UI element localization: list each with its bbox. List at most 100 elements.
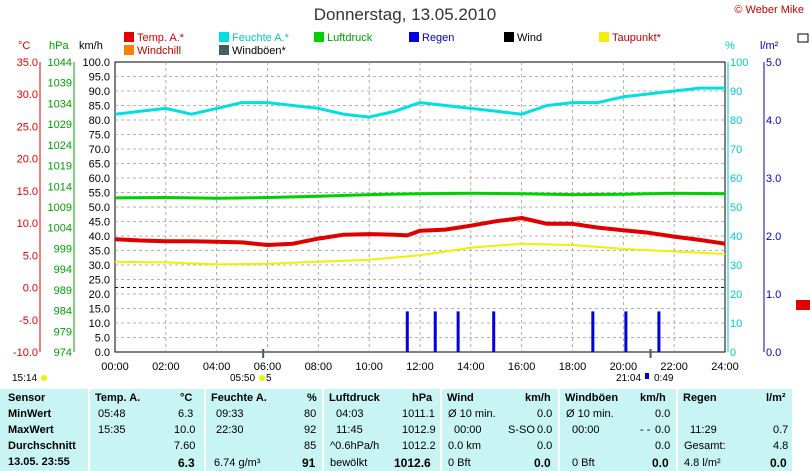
x-tick-label: 12:00 [406, 361, 434, 373]
gust-header: Windböen [565, 392, 619, 404]
rain-tick-label: 2.0 [766, 231, 781, 243]
temp-avg-value: 7.60 [174, 440, 196, 452]
rain-bar [405, 311, 409, 352]
wind-tick-label: 40.0 [89, 231, 110, 243]
temp-tick-label: 35.0 [17, 57, 38, 69]
hum-now-value: 91 [302, 456, 316, 470]
legend-swatch [314, 32, 324, 42]
temp-tick-label: 10.0 [17, 218, 38, 230]
pressure-tick-label: 974 [54, 347, 72, 359]
rain-header: Regen [683, 392, 717, 404]
legend-label: Temp. A.* [137, 32, 185, 44]
wind-now-value: 0.0 [534, 456, 551, 470]
wind-tick-label: 30.0 [89, 260, 110, 272]
legend-item: Luftdruck [314, 32, 372, 44]
moon-marker [645, 373, 649, 379]
rain-bar [624, 311, 628, 352]
wind-unit-label: km/h [79, 40, 103, 52]
temp-tick-label: 20.0 [17, 154, 38, 166]
wind-tick-label: 55.0 [89, 188, 110, 200]
rain-unit: l/m² [766, 392, 786, 404]
press-max-time: 11:45 [336, 424, 363, 436]
rain-max-time: 11:29 [690, 424, 717, 436]
wind-tick-label: 85.0 [89, 101, 110, 113]
hum-max-value: 92 [304, 424, 317, 436]
press-min-value: 1011.1 [402, 408, 435, 420]
wind-tick-label: 5.0 [95, 333, 110, 345]
x-tick-label: 06:00 [254, 361, 282, 373]
gust-unit: km/h [640, 392, 666, 404]
legend-swatch [219, 45, 229, 55]
rain-bar [456, 311, 460, 352]
author-credit[interactable]: © Weber Mike [734, 4, 804, 16]
gust-avg-value: 0.0 [655, 440, 671, 452]
x-tick-label: 16:00 [508, 361, 536, 373]
legend-label: Feuchte A.* [232, 32, 289, 44]
temp-max-value: 10.0 [174, 424, 196, 436]
temp-header: Temp. A. [95, 392, 141, 404]
sunrise-suffix: 5 [266, 373, 272, 384]
rain-unit-label: l/m² [760, 40, 779, 52]
gust-max-value: 0.0 [655, 424, 671, 436]
humidity-tick-label: 40 [730, 231, 742, 243]
press-min-time: 04:03 [336, 408, 364, 420]
wind-tick-label: 60.0 [89, 173, 110, 185]
x-tick-label: 24:00 [711, 361, 739, 373]
stats-now-label: 13.05. 23:55 [8, 456, 70, 468]
press-header: Luftdruck [329, 392, 380, 404]
legend-item: Feuchte A.* [219, 32, 289, 44]
series-line [114, 86, 725, 119]
wind-tick-label: 15.0 [89, 304, 110, 316]
rain-total-label: Gesamt: [684, 440, 726, 452]
legend-swatch [409, 32, 419, 42]
wind-max-dir: S-SO [508, 424, 535, 436]
wind-tick-label: 70.0 [89, 144, 110, 156]
humidity-tick-label: 20 [730, 289, 742, 301]
legend-label: Regen [422, 32, 455, 44]
hum-max-time: 22:30 [216, 424, 244, 436]
wind-unit: km/h [525, 392, 551, 404]
temp-tick-label: 30.0 [17, 89, 38, 101]
rain-bar [591, 311, 595, 352]
stats-col-sensor: Sensor MinWert MaxWert Durchschnitt 13.0… [0, 389, 88, 471]
gust-avg10-label: Ø 10 min. [566, 408, 614, 420]
chart-canvas: 35.0 30.0 25.0 20.0 15.0 10.0 5.0 0.0 -5.0 -10.0 1… [12, 33, 810, 384]
edge-mark [796, 300, 810, 310]
hum-now-extra: 6.74 g/m³ [214, 457, 261, 469]
temp-tick-label: 5.0 [23, 250, 38, 262]
humidity-tick-label: 0 [730, 347, 736, 359]
x-tick-label: 02:00 [152, 361, 180, 373]
pressure-tick-label: 984 [54, 306, 72, 318]
temp-min-time: 05:48 [98, 408, 126, 420]
wind-avg10-label: Ø 10 min. [448, 408, 496, 420]
gust-max-dir: - - [640, 424, 651, 436]
pressure-tick-label: 1029 [48, 119, 72, 131]
stats-avg-label: Durchschnitt [8, 440, 76, 452]
hum-unit: % [307, 392, 317, 404]
stats-col-gust: Windböen km/h Ø 10 min. 0.0 00:00 - - 0.… [560, 389, 676, 471]
hum-min-time: 09:33 [216, 408, 244, 420]
legend-label: Wind [517, 32, 543, 44]
series-line [114, 216, 726, 247]
legend-item: Windböen* [219, 45, 286, 57]
left-time: 15:14 [12, 373, 37, 384]
rain-bar [433, 311, 437, 352]
temp-tick-label: -5.0 [19, 315, 38, 327]
pressure-tick-label: 989 [54, 285, 72, 297]
wind-tick-label: 45.0 [89, 217, 110, 229]
series-line [114, 242, 726, 266]
rain-now-value: 0.0 [770, 456, 787, 470]
press-now-value: 1012.6 [394, 456, 431, 470]
legend-label: Luftdruck [327, 32, 373, 44]
wind-header: Wind [447, 392, 474, 404]
wind-tick-label: 90.0 [89, 86, 110, 98]
temp-tick-label: 15.0 [17, 186, 38, 198]
x-tick-label: 04:00 [203, 361, 231, 373]
rain-tick-label: 4.0 [766, 115, 781, 127]
x-tick-label: 18:00 [559, 361, 587, 373]
rain-tick-label: 5.0 [766, 57, 781, 69]
series-line [114, 191, 726, 200]
rain-now-label: 4.8 l/m² [684, 457, 721, 469]
sun-dot [41, 375, 47, 381]
rain-bar [657, 311, 661, 352]
